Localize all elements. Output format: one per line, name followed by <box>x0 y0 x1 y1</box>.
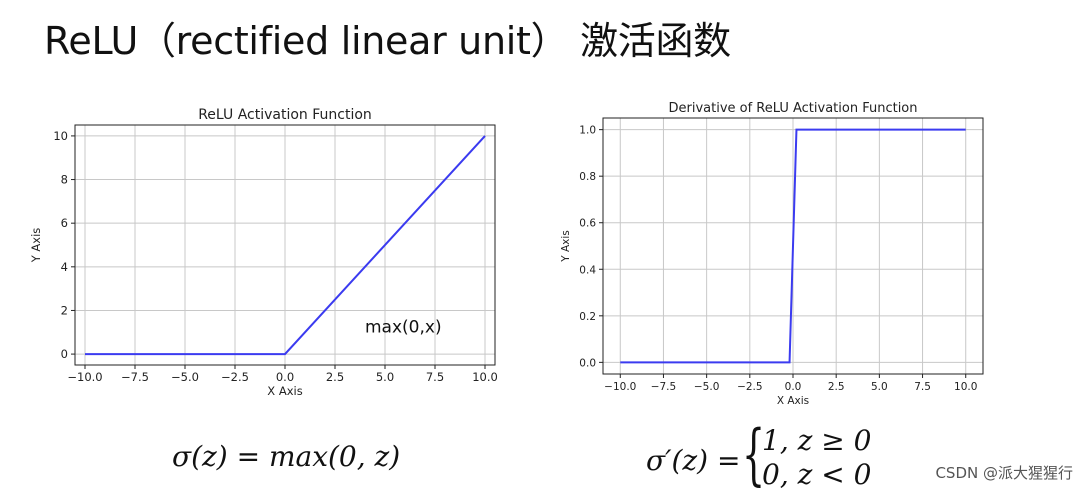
y-axis-label: Y Axis <box>560 230 572 263</box>
watermark: CSDN @派大猩猩行 <box>935 464 1073 482</box>
slide-title: ReLU（rectified linear unit） 激活函数 <box>44 19 731 63</box>
y-tick-label: 0 <box>61 347 68 361</box>
x-tick-label: 7.5 <box>426 370 444 384</box>
relu-chart: ReLU Activation Function −10.0 −7.5 −5.0 −2.… <box>30 107 498 398</box>
x-axis-label: X Axis <box>777 395 809 407</box>
x-tick-label: −2.5 <box>221 370 249 384</box>
y-tick-label: 1.0 <box>579 125 596 137</box>
chart-title: Derivative of ReLU Activation Function <box>668 101 917 116</box>
x-tick-label: −7.5 <box>121 370 149 384</box>
y-tick-label: 6 <box>61 216 68 230</box>
relu-derivative-chart: Derivative of ReLU Activation Function −1… <box>560 101 984 407</box>
x-tick-label: −2.5 <box>737 381 763 393</box>
chart-title: ReLU Activation Function <box>198 107 372 123</box>
x-tick-label: −5.0 <box>694 381 720 393</box>
relu-formula: σ(z) = max(0, z) <box>172 440 401 473</box>
x-tick-label: 0.0 <box>785 381 802 393</box>
x-tick-label: −5.0 <box>171 370 199 384</box>
y-tick-label: 0.4 <box>579 264 596 276</box>
x-tick-label: −10.0 <box>604 381 636 393</box>
x-tick-label: 2.5 <box>326 370 344 384</box>
series-line-0 <box>85 135 486 356</box>
x-tick-label: 10.0 <box>954 381 977 393</box>
derivative-case-positive: 1, z ≥ 0 <box>762 424 872 457</box>
annotation: max(0,x) <box>365 317 442 337</box>
y-tick-label: 0.0 <box>579 357 596 369</box>
y-tick-label: 10 <box>53 129 68 143</box>
x-tick-label: 5.0 <box>376 370 394 384</box>
cases-brace: { <box>742 416 766 493</box>
x-tick-label: 10.0 <box>472 370 498 384</box>
x-tick-label: −7.5 <box>651 381 677 393</box>
y-tick-label: 0.8 <box>579 171 596 183</box>
x-tick-label: 0.0 <box>276 370 294 384</box>
derivative-case-negative: 0, z < 0 <box>762 458 872 491</box>
y-tick-label: 0.6 <box>579 218 596 230</box>
x-axis-label: X Axis <box>267 384 302 398</box>
y-tick-label: 0.2 <box>579 311 596 323</box>
x-tick-label: 7.5 <box>914 381 931 393</box>
y-tick-label: 2 <box>61 303 68 317</box>
x-tick-label: 5.0 <box>871 381 888 393</box>
series-line-0 <box>620 128 966 364</box>
derivative-formula-lhs: σ′(z) = <box>646 444 741 477</box>
x-tick-label: −10.0 <box>67 370 102 384</box>
y-tick-label: 8 <box>61 173 68 187</box>
y-tick-label: 4 <box>61 260 68 274</box>
x-tick-label: 2.5 <box>828 381 845 393</box>
y-axis-label: Y Axis <box>30 228 43 264</box>
